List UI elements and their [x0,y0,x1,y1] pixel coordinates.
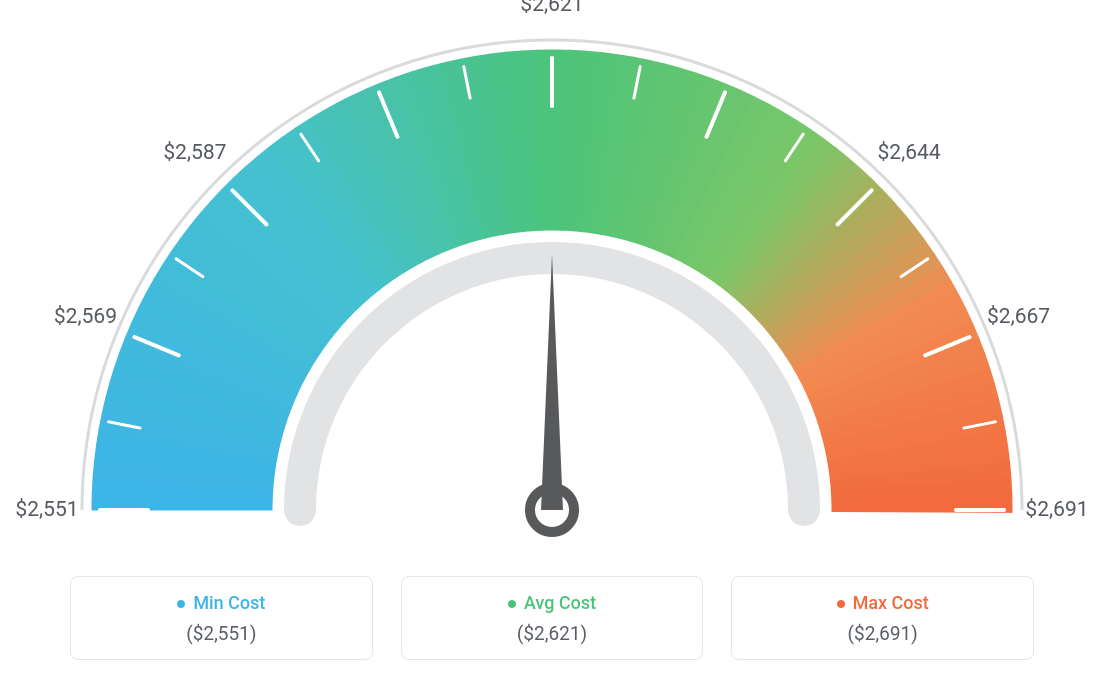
legend-name: Max Cost [853,593,929,614]
gauge-tick-label: $2,644 [878,141,941,165]
legend-card-avg: Avg Cost ($2,621) [401,576,704,660]
legend-card-min: Min Cost ($2,551) [70,576,373,660]
legend-top: Max Cost [752,593,1013,614]
gauge-chart: $2,551 $2,569 $2,587 $2,621 $2,644 $2,667 $2,6… [0,0,1104,560]
legend-value: ($2,621) [422,622,683,645]
gauge-svg [0,0,1104,560]
legend-top: Avg Cost [422,593,683,614]
gauge-tick-label: $2,691 [1025,498,1088,522]
gauge-tick-label: $2,587 [163,141,226,165]
dot-icon [508,600,516,608]
legend-value: ($2,551) [91,622,352,645]
legend-name: Avg Cost [524,593,596,614]
gauge-tick-label: $2,621 [520,0,583,17]
gauge-tick-label: $2,667 [987,305,1050,329]
dot-icon [837,600,845,608]
legend-row: Min Cost ($2,551) Avg Cost ($2,621) Max … [0,576,1104,660]
legend-value: ($2,691) [752,622,1013,645]
legend-top: Min Cost [91,593,352,614]
gauge-tick-label: $2,551 [15,498,78,522]
dot-icon [177,600,185,608]
legend-name: Min Cost [193,593,265,614]
gauge-tick-label: $2,569 [54,305,117,329]
legend-card-max: Max Cost ($2,691) [731,576,1034,660]
